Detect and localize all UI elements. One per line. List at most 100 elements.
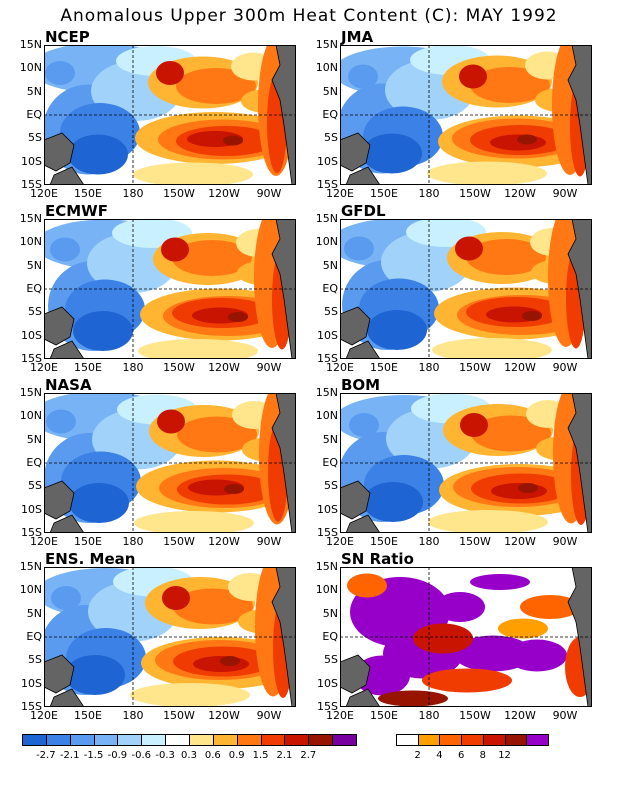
contour-region <box>427 161 547 185</box>
latitude-label: 10S <box>317 154 338 168</box>
map-panel-jma <box>340 45 592 185</box>
latitude-label: 15N <box>19 212 42 225</box>
latitude-label: 15S <box>317 526 338 539</box>
longitude-label: 90W <box>552 187 578 200</box>
panel-label: NASA <box>45 376 92 394</box>
colorbar-swatch <box>117 734 143 746</box>
longitude-label: 150W <box>459 361 491 374</box>
longitude-label: 150W <box>163 535 195 548</box>
contour-region <box>138 339 258 359</box>
contour-region <box>507 639 567 672</box>
latitude-label: 10N <box>315 583 338 597</box>
longitude-label: 180 <box>418 709 440 722</box>
contour-region <box>491 483 547 499</box>
panel-label: BOM <box>341 376 381 394</box>
contour-region <box>228 312 248 322</box>
latitude-label: 5N <box>322 84 338 98</box>
latitude-label: 5N <box>26 432 42 446</box>
contour-region <box>73 311 133 351</box>
colorbar-swatch <box>284 734 310 746</box>
map-panel-ecmwf <box>44 219 296 359</box>
land-new-guinea <box>340 306 371 346</box>
latitude-label: 10S <box>317 328 338 342</box>
latitude-label: 15S <box>21 178 42 191</box>
longitude-label: 90W <box>552 709 578 722</box>
longitude-label: 150W <box>163 187 195 200</box>
longitude-label: 150W <box>459 535 491 548</box>
contour-region <box>470 67 550 103</box>
latitude-label: 10S <box>21 676 42 690</box>
land-new-guinea <box>340 132 371 172</box>
latitude-label: 5S <box>28 131 42 145</box>
longitude-label: 120E <box>30 535 58 548</box>
colorbar-label: 1.5 <box>252 750 269 761</box>
longitude-label: 150E <box>370 709 398 722</box>
colorbar-swatch <box>417 734 441 746</box>
contour-region <box>490 134 546 151</box>
longitude-label: 120E <box>326 535 354 548</box>
contour-region <box>378 690 448 707</box>
longitude-label: 150E <box>74 187 102 200</box>
land-new-guinea <box>44 480 75 520</box>
latitude-label: 5S <box>324 479 338 493</box>
latitude-label: EQ <box>322 282 338 295</box>
longitude-label: 120W <box>208 187 240 200</box>
contour-region <box>471 415 551 452</box>
latitude-label: 15S <box>317 178 338 191</box>
colorbar-swatch <box>482 734 506 746</box>
colorbar-swatch <box>45 734 71 746</box>
colorbar-swatch <box>461 734 484 746</box>
latitude-label: 10S <box>21 502 42 516</box>
latitude-label: 5N <box>322 432 338 446</box>
contour-region <box>176 68 256 104</box>
contour-region <box>224 484 244 494</box>
longitude-label: 120E <box>30 187 58 200</box>
heat-content-map <box>44 219 296 359</box>
map-panel-nasa <box>44 393 296 533</box>
latitude-label: 10S <box>21 154 42 168</box>
latitude-label: EQ <box>26 456 42 469</box>
contour-region <box>432 338 552 359</box>
longitude-label: 120W <box>504 361 536 374</box>
latitude-label: 15N <box>315 38 338 51</box>
heat-content-map <box>44 45 296 185</box>
land-new-guinea <box>44 306 75 346</box>
panel-label: ENS. Mean <box>45 550 136 568</box>
map-panel-ens-mean <box>44 567 296 707</box>
contour-region <box>130 683 250 707</box>
contour-region <box>470 574 530 590</box>
contour-region <box>162 586 190 610</box>
latitude-label: 15S <box>317 352 338 365</box>
heat-content-map <box>340 45 592 185</box>
colorbar-swatch <box>22 734 47 746</box>
colorbar-label: -0.3 <box>155 750 175 761</box>
contour-region <box>223 135 243 146</box>
latitude-label: EQ <box>26 630 42 643</box>
latitude-label: 15S <box>21 352 42 365</box>
contour-region <box>65 655 125 695</box>
contour-region <box>363 482 423 522</box>
anomaly-colorbar: -2.7 -2.1 -1.5 -0.9 -0.6 -0.3 0.3 0.6 0.9 1.5 2.1 2… <box>22 734 357 764</box>
longitude-label: 120W <box>208 709 240 722</box>
colorbar-swatch <box>165 734 190 746</box>
latitude-label: 5N <box>26 258 42 272</box>
latitude-label: EQ <box>322 108 338 121</box>
contour-region <box>173 588 253 625</box>
latitude-label: 15S <box>317 700 338 713</box>
latitude-label: 10N <box>315 409 338 423</box>
colorbar-swatch <box>189 734 214 746</box>
panel-label: JMA <box>341 28 374 46</box>
latitude-label: EQ <box>322 630 338 643</box>
colorbar-swatch <box>526 734 549 746</box>
latitude-label: 5S <box>28 305 42 319</box>
latitude-label: 10N <box>19 583 42 597</box>
latitude-label: EQ <box>322 456 338 469</box>
heat-content-map <box>340 393 592 533</box>
contour-region <box>367 310 427 350</box>
latitude-label: 10S <box>317 502 338 516</box>
longitude-label: 120W <box>208 361 240 374</box>
panel-label: GFDL <box>341 202 386 220</box>
longitude-label: 120W <box>504 709 536 722</box>
land-australia <box>49 166 85 185</box>
longitude-label: 90W <box>256 535 282 548</box>
